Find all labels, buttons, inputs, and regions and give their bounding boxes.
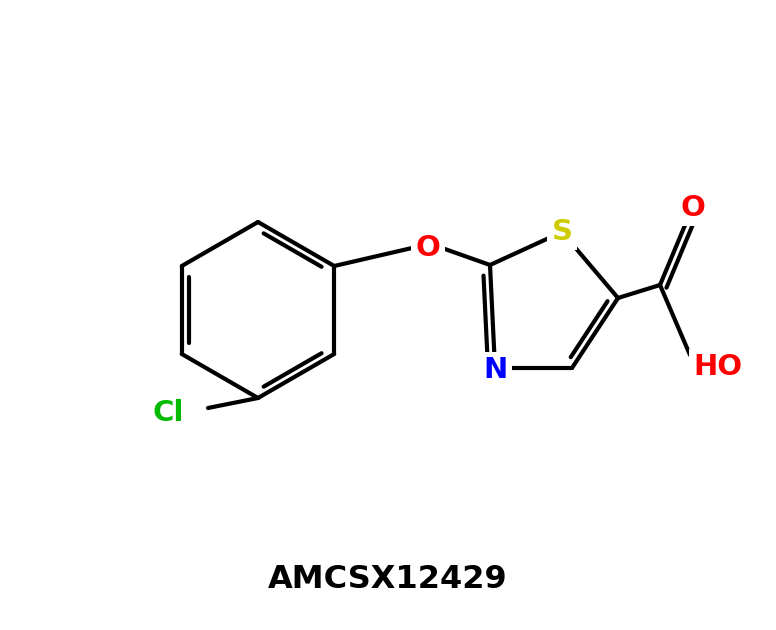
Text: N: N bbox=[483, 356, 508, 384]
Text: Cl: Cl bbox=[152, 399, 184, 427]
Text: HO: HO bbox=[694, 353, 743, 381]
Text: O: O bbox=[681, 194, 705, 222]
Text: O: O bbox=[416, 234, 441, 262]
Text: AMCSX12429: AMCSX12429 bbox=[268, 564, 508, 595]
Text: S: S bbox=[552, 218, 573, 246]
